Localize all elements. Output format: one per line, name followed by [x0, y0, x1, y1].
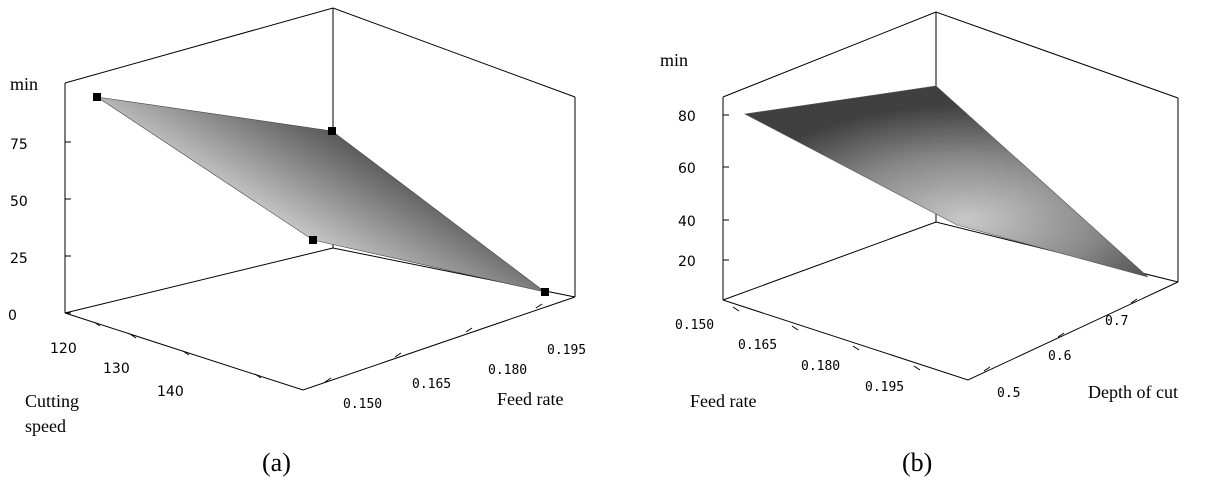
box-back-top-a — [64, 7, 576, 98]
y-tick-label-a-3: 0.195 — [547, 343, 586, 358]
x-tick-b-2 — [852, 345, 860, 351]
panel-b: 20 40 60 80 min 0.150 0.165 0.180 0.195 … — [660, 11, 1179, 477]
y-tick-b-1 — [1057, 332, 1065, 338]
x-tick-b-3 — [913, 365, 921, 371]
x-axis-title-b: Feed rate — [690, 391, 756, 411]
box-front-bottom-b — [722, 281, 1179, 381]
y-tick-label-a-0: 0.150 — [343, 397, 382, 412]
x-tick-b-1 — [791, 325, 799, 331]
marker-point-a-3 — [309, 236, 317, 244]
y-tick-a-1 — [394, 352, 402, 358]
x-tick-a-3 — [254, 373, 262, 379]
y-tick-label-a-1: 0.165 — [412, 377, 451, 392]
panel-a: 0 25 50 75 min 120 130 140 Cutting speed… — [8, 7, 586, 477]
z-tick-label-a-3: 75 — [10, 137, 28, 153]
x-tick-label-b-1: 0.165 — [738, 338, 777, 353]
y-axis-title-b: Depth of cut — [1088, 382, 1178, 402]
z-tick-label-a-1: 25 — [10, 251, 28, 267]
marker-point-a-1 — [93, 93, 101, 101]
caption-b: (b) — [902, 448, 932, 477]
marker-point-a-2 — [328, 127, 336, 135]
x-tick-label-a-0: 120 — [50, 341, 77, 357]
x-tick-label-b-2: 0.180 — [801, 359, 840, 374]
x-tick-a-1 — [129, 333, 137, 339]
x-tick-label-a-2: 140 — [157, 384, 184, 400]
z-tick-label-a-0: 0 — [8, 308, 17, 324]
surface-a — [96, 96, 546, 293]
z-tick-label-a-2: 50 — [10, 194, 28, 210]
y-tick-label-b-0: 0.5 — [997, 386, 1020, 401]
y-tick-b-0 — [983, 366, 991, 372]
y-tick-b-2 — [1130, 298, 1138, 304]
x-tick-label-b-3: 0.195 — [865, 380, 904, 395]
z-axis-title-b: min — [660, 50, 688, 70]
x-tick-b-0 — [732, 306, 740, 312]
z-axis-title-a: min — [10, 74, 38, 94]
surface-b — [744, 85, 1149, 278]
box-front-bottom-a — [64, 296, 576, 391]
caption-a: (a) — [262, 448, 291, 477]
z-tick-label-b-0: 20 — [678, 254, 696, 270]
x-tick-label-b-0: 0.150 — [675, 318, 714, 333]
z-tick-label-b-1: 40 — [678, 214, 696, 230]
y-tick-label-a-2: 0.180 — [488, 363, 527, 378]
y-tick-a-2 — [465, 327, 473, 333]
marker-point-a-4 — [541, 288, 549, 296]
y-axis-title-a: Feed rate — [497, 389, 563, 409]
box-back-top-b — [722, 11, 1179, 99]
y-tick-label-b-1: 0.6 — [1048, 349, 1071, 364]
y-tick-a-0 — [324, 377, 332, 383]
x-tick-label-a-1: 130 — [103, 361, 130, 377]
z-tick-label-b-3: 80 — [678, 109, 696, 125]
z-tick-label-b-2: 60 — [678, 161, 696, 177]
x-axis-title-a-line2: speed — [25, 416, 66, 436]
y-tick-a-3 — [535, 303, 543, 309]
x-axis-title-a-line1: Cutting — [25, 391, 79, 411]
y-tick-label-b-2: 0.7 — [1105, 314, 1128, 329]
x-tick-a-0 — [93, 321, 101, 327]
x-tick-a-2 — [182, 350, 190, 356]
